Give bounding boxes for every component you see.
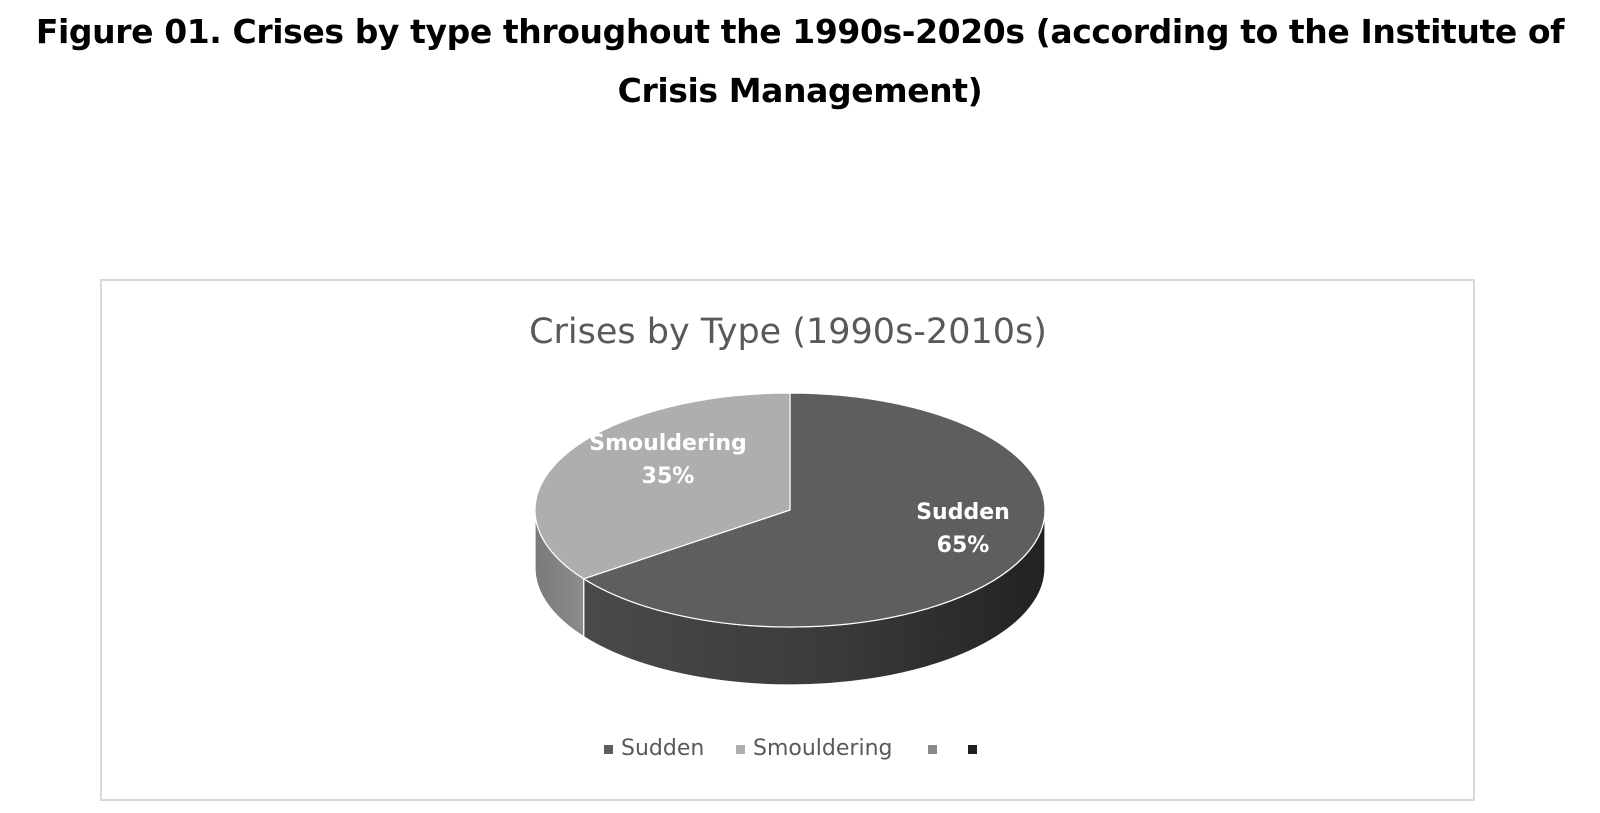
pie-slice-smouldering <box>534 392 791 580</box>
data-label-sudden: Sudden 65% <box>916 500 1010 558</box>
legend-swatch-smouldering <box>736 745 745 754</box>
legend-swatch-sudden <box>604 745 613 754</box>
chart-title: Crises by Type (1990s-2010s) <box>529 312 1047 352</box>
legend-swatch-series-3 <box>928 745 937 754</box>
data-label-smouldering: Smouldering 35% <box>589 431 747 489</box>
pie-group: Sudden 65% Smouldering 35% <box>534 392 1046 686</box>
figure-caption: Figure 01. Crises by type throughout the… <box>35 12 1565 110</box>
legend-swatch-series-4 <box>968 745 977 754</box>
legend: Sudden Smouldering <box>604 736 977 761</box>
legend-label-smouldering: Smouldering <box>753 736 892 761</box>
legend-label-sudden: Sudden <box>621 736 704 761</box>
pie-slice-sudden <box>582 392 1046 628</box>
